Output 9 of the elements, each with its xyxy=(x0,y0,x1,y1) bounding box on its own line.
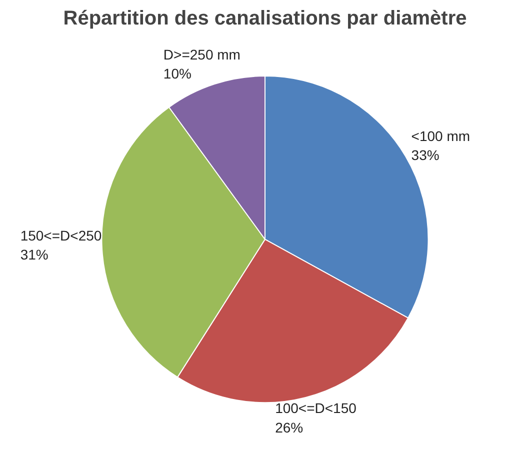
slice-label: D>=250 mm xyxy=(163,46,240,62)
slice-label: 100<=D<150 xyxy=(275,400,357,416)
chart-title: Répartition des canalisations par diamètre xyxy=(63,8,467,30)
slice-label: 150<=D<250 xyxy=(20,228,102,244)
slice-label: <100 mm xyxy=(411,128,470,144)
data-label: 33% xyxy=(411,147,440,164)
data-label: 10% xyxy=(163,66,192,82)
data-label: 31% xyxy=(20,246,48,263)
data-label: 26% xyxy=(275,419,304,436)
